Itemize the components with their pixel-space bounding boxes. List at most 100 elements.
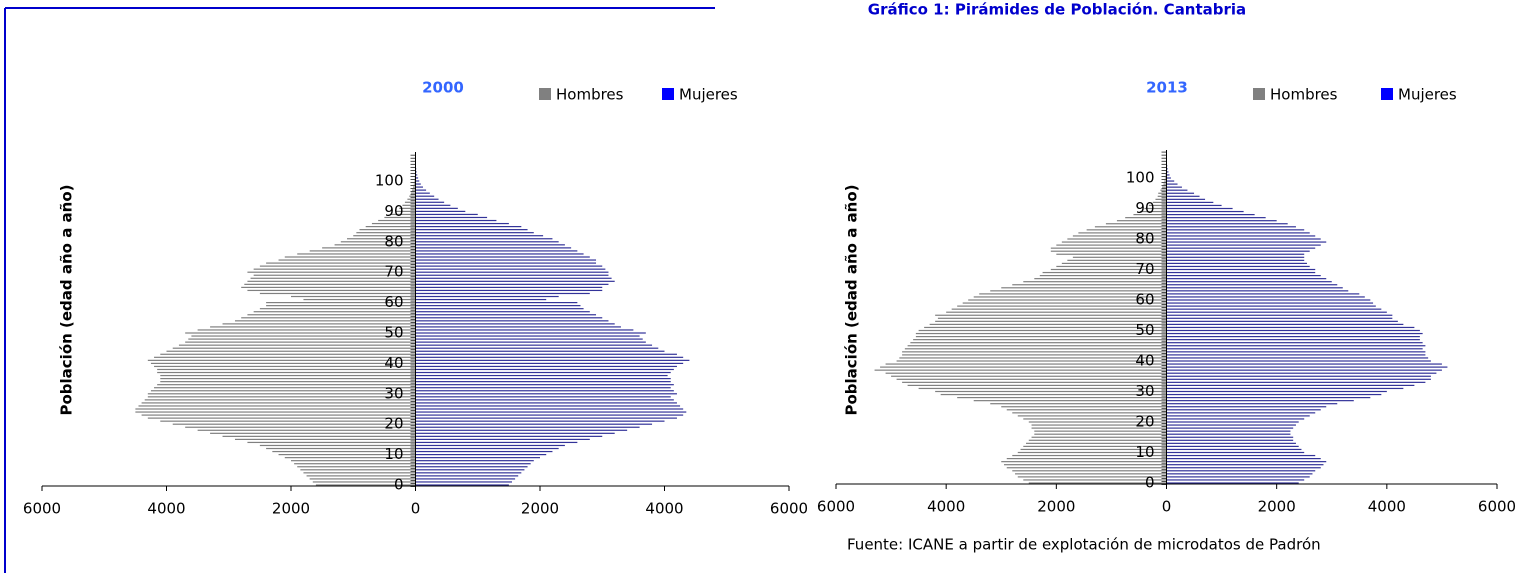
bar — [1166, 198, 1206, 200]
bar — [1015, 473, 1167, 475]
bar — [885, 372, 1167, 374]
bar — [247, 289, 416, 292]
bar — [415, 475, 519, 477]
bar — [1012, 412, 1167, 414]
bar — [973, 400, 1167, 402]
y-tick-label: 80 — [384, 232, 403, 250]
bar — [415, 341, 646, 343]
bar — [244, 283, 416, 285]
bar — [415, 365, 677, 368]
legend-swatch — [1381, 88, 1393, 100]
bar — [306, 475, 416, 477]
legend-swatch — [662, 88, 674, 100]
y-tick-label: 50 — [1135, 321, 1154, 339]
bar — [896, 378, 1167, 380]
bar — [160, 374, 416, 377]
bar — [957, 305, 1167, 307]
y-tick-label: 30 — [384, 384, 403, 402]
bar — [1166, 265, 1310, 268]
bar — [415, 283, 609, 285]
bar — [415, 241, 559, 243]
bar — [322, 247, 416, 249]
bar — [415, 423, 653, 425]
bar — [1166, 195, 1200, 197]
bar — [415, 183, 421, 185]
bar — [415, 250, 578, 252]
bar — [413, 183, 416, 185]
bar — [415, 259, 597, 261]
bar — [935, 320, 1167, 322]
bar — [415, 262, 597, 264]
bar — [415, 371, 671, 374]
chart-title: 2013 — [1146, 79, 1188, 97]
bar — [1166, 381, 1426, 383]
bar — [415, 469, 525, 471]
bar — [1166, 348, 1423, 350]
bar — [1166, 180, 1175, 182]
bar — [1166, 467, 1321, 469]
x-tick-label: 4000 — [1368, 498, 1406, 516]
bar — [415, 463, 531, 465]
bar — [253, 311, 416, 313]
bar — [1017, 476, 1167, 478]
bar — [384, 216, 416, 219]
bar — [141, 414, 416, 416]
bar — [1006, 467, 1167, 469]
bar — [1166, 366, 1448, 368]
bar — [1166, 375, 1431, 377]
bar — [1166, 320, 1398, 322]
bar — [415, 174, 418, 176]
bar — [415, 171, 417, 173]
bar — [188, 338, 416, 340]
bar — [415, 274, 609, 276]
bar — [1166, 284, 1338, 286]
bar — [415, 238, 553, 240]
bar — [899, 357, 1167, 359]
bar — [253, 268, 416, 270]
bar — [309, 250, 416, 252]
bar — [1165, 174, 1167, 176]
bar — [1028, 482, 1167, 484]
x-tick-label: 4000 — [927, 498, 965, 516]
bar — [1164, 177, 1167, 179]
bar — [415, 229, 528, 231]
bar — [284, 256, 416, 258]
bar — [935, 314, 1167, 316]
bar — [399, 207, 416, 209]
bar — [1166, 323, 1404, 325]
bar — [415, 396, 671, 398]
bar — [415, 302, 578, 304]
page-title: Gráfico 1: Pirámides de Población. Canta… — [868, 1, 1246, 19]
bar — [415, 484, 509, 486]
legend-swatch — [539, 88, 551, 100]
bar — [415, 481, 512, 483]
bar — [415, 347, 659, 349]
bar — [1001, 406, 1167, 408]
bar — [1166, 451, 1305, 454]
bar — [1042, 271, 1167, 274]
bar — [1152, 201, 1167, 203]
bar — [1166, 378, 1431, 380]
bar — [1166, 305, 1376, 307]
x-tick-label: 0 — [411, 500, 421, 518]
bar — [415, 359, 690, 361]
bar — [1166, 287, 1343, 289]
bar — [144, 399, 416, 401]
bar — [154, 365, 416, 368]
bar — [415, 447, 559, 450]
bar — [415, 454, 547, 456]
y-tick-label: 70 — [384, 263, 403, 281]
bar — [880, 366, 1167, 368]
legend-swatch — [1253, 88, 1265, 100]
bar — [1148, 204, 1167, 207]
bar — [415, 405, 681, 407]
bar — [359, 229, 416, 231]
bar — [1166, 235, 1316, 237]
bar — [1166, 448, 1302, 451]
bar — [259, 265, 416, 267]
bar — [1031, 427, 1167, 429]
bar — [415, 247, 572, 249]
bar — [415, 280, 615, 282]
x-tick-label: 6000 — [770, 500, 808, 518]
bar — [904, 348, 1167, 350]
